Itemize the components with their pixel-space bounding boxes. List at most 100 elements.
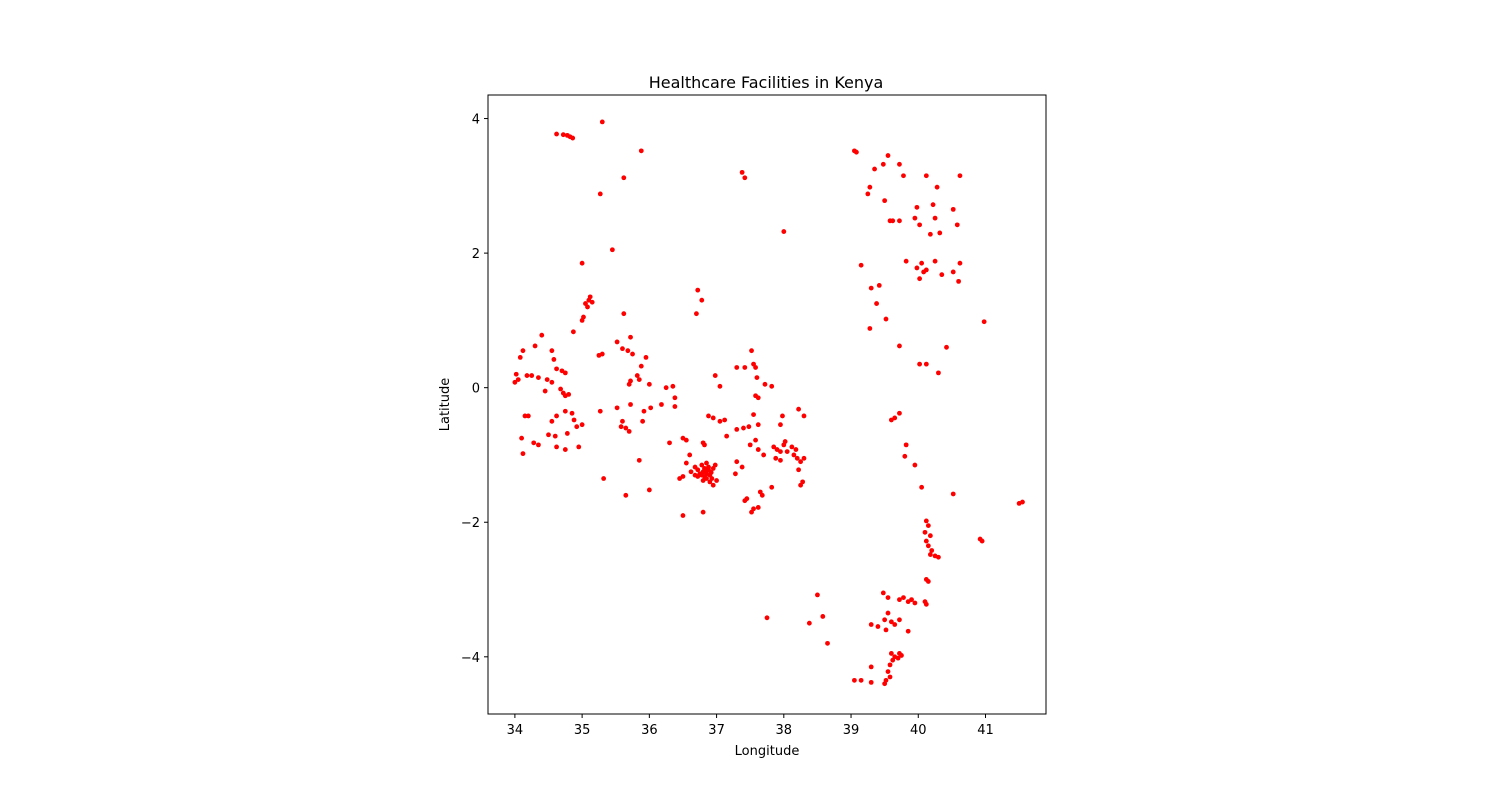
data-point	[621, 175, 627, 181]
data-point	[717, 418, 723, 424]
data-point	[925, 579, 931, 584]
data-point	[923, 267, 929, 273]
data-point	[589, 299, 595, 305]
data-point	[882, 681, 888, 687]
data-point	[524, 373, 530, 378]
data-point	[744, 496, 750, 502]
data-point	[875, 624, 881, 629]
data-point	[536, 442, 541, 448]
data-point	[667, 440, 672, 446]
data-point	[704, 460, 709, 466]
data-point	[981, 319, 987, 325]
data-point	[672, 404, 678, 409]
data-point	[917, 276, 923, 282]
data-point	[638, 148, 644, 154]
data-point	[554, 366, 559, 372]
x-tick-label: 35	[574, 723, 591, 738]
data-point	[636, 377, 642, 383]
data-point	[623, 492, 629, 498]
data-point	[858, 677, 864, 683]
data-point	[699, 297, 705, 303]
data-point	[806, 620, 812, 626]
data-point	[929, 548, 935, 553]
data-point	[932, 215, 938, 221]
data-point	[784, 449, 790, 454]
data-point	[755, 422, 761, 428]
x-tick-label: 41	[977, 723, 994, 738]
data-point	[710, 482, 716, 488]
data-point	[570, 135, 576, 141]
data-point	[554, 131, 559, 137]
data-point	[930, 202, 936, 208]
data-point	[880, 590, 886, 596]
data-point	[950, 269, 956, 275]
data-point	[742, 365, 748, 370]
data-point	[778, 449, 783, 454]
data-point	[628, 334, 633, 340]
data-point	[742, 175, 748, 181]
data-point	[630, 351, 635, 357]
data-point	[683, 460, 689, 466]
data-point	[956, 278, 961, 284]
data-point	[923, 538, 929, 544]
plot-area	[487, 94, 1047, 715]
y-tick-label: 2	[472, 247, 480, 262]
data-point	[551, 357, 557, 362]
data-point	[909, 597, 914, 603]
data-point	[641, 408, 647, 414]
data-point	[932, 258, 938, 264]
data-point	[710, 415, 716, 421]
data-point	[899, 653, 904, 658]
data-point	[552, 433, 558, 439]
data-point	[562, 370, 568, 376]
data-point	[798, 459, 804, 465]
data-point	[571, 417, 577, 423]
data-point	[706, 464, 711, 470]
data-point	[597, 408, 603, 414]
data-point	[749, 348, 754, 354]
data-point	[700, 509, 706, 515]
data-point	[601, 476, 607, 481]
data-point	[912, 462, 918, 468]
data-point	[625, 348, 631, 354]
data-point	[919, 484, 925, 490]
data-point	[576, 444, 582, 450]
data-point	[570, 329, 576, 335]
data-point	[519, 435, 525, 441]
data-point	[903, 258, 909, 264]
data-point	[936, 554, 941, 560]
data-point	[599, 119, 605, 125]
data-point	[549, 418, 555, 424]
y-tick-label: 4	[472, 113, 480, 128]
data-point	[923, 518, 929, 524]
data-point	[531, 440, 537, 446]
data-point	[876, 283, 882, 288]
data-point	[883, 316, 889, 322]
data-point	[746, 424, 752, 430]
data-point	[888, 417, 894, 423]
data-point	[700, 478, 706, 483]
data-point	[623, 425, 629, 431]
data-point	[885, 610, 891, 616]
points-layer	[512, 119, 1025, 687]
data-point	[914, 204, 920, 210]
data-point	[794, 455, 800, 461]
data-point	[865, 191, 871, 197]
y-axis-label: Latitude	[438, 378, 453, 432]
data-point	[759, 492, 765, 498]
data-point	[852, 677, 857, 683]
data-point	[868, 679, 874, 685]
data-point	[801, 413, 807, 419]
data-point	[885, 669, 891, 675]
data-point	[755, 395, 761, 401]
data-point	[634, 373, 640, 378]
data-point	[546, 432, 551, 438]
data-point	[672, 395, 678, 401]
data-point	[515, 377, 521, 383]
data-point	[751, 506, 756, 512]
data-point	[704, 469, 709, 475]
data-point	[936, 370, 941, 376]
data-point	[917, 222, 923, 228]
data-point	[901, 595, 906, 600]
data-point	[597, 191, 603, 197]
